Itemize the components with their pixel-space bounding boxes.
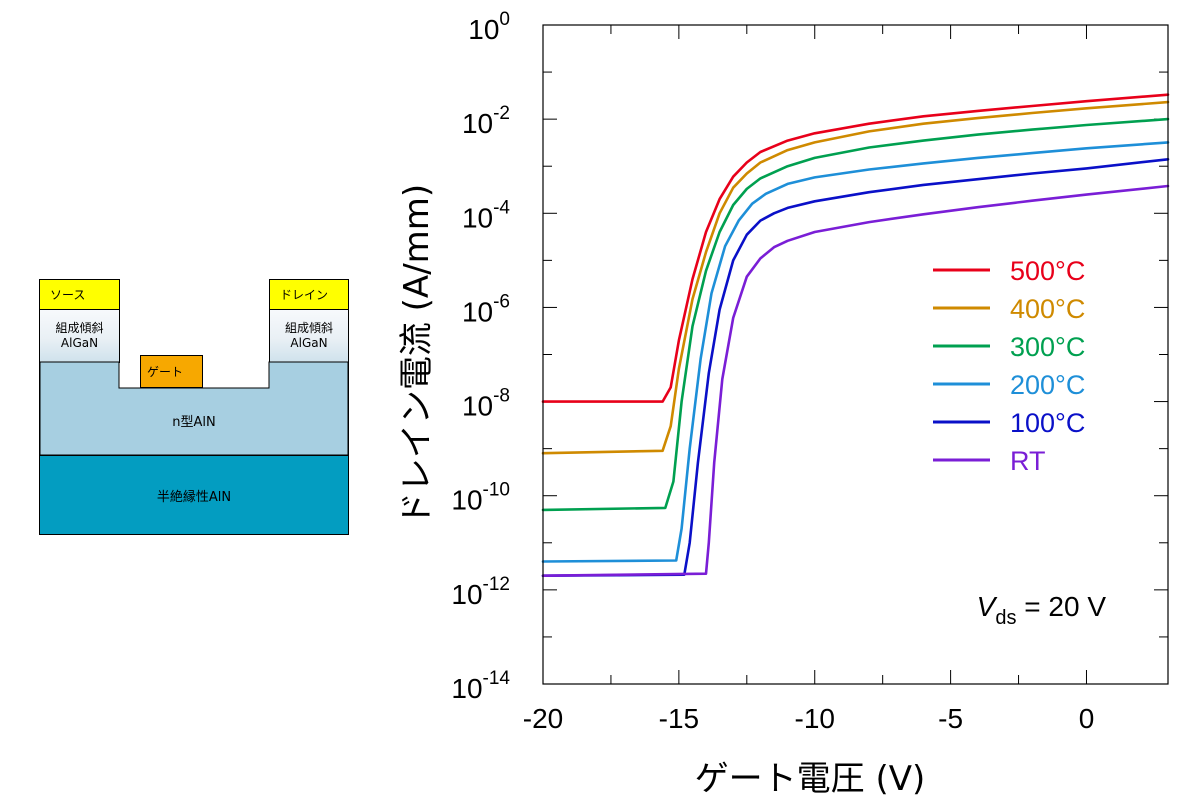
source-contact: ソース	[39, 279, 120, 310]
legend-label: 300°C	[1010, 332, 1085, 362]
drain-label: ドレイン	[280, 288, 329, 302]
y-tick-exponent: -12	[483, 574, 510, 595]
y-tick-exponent: -2	[493, 103, 510, 124]
x-tick-label: -15	[659, 703, 699, 734]
curve-RT	[541, 184, 1170, 578]
gate-label: ゲート	[147, 365, 184, 379]
y-tick-base: 10	[462, 296, 493, 327]
y-tick-base: 10	[451, 673, 482, 704]
channel-label: n型AlN	[172, 414, 216, 430]
y-tick-label: 10-12	[451, 574, 510, 610]
legend: 500°C 400°C 300°C 200°C 100°C RT	[933, 256, 1085, 476]
y-tick-base: 10	[451, 579, 482, 610]
substrate-label: 半絶縁性AlN	[156, 489, 232, 505]
x-tick-label: 0	[1079, 703, 1095, 734]
drain-graded-material: AlGaN	[290, 336, 328, 350]
legend-label: 400°C	[1010, 294, 1085, 324]
x-tick-label: -5	[938, 703, 963, 734]
vds-annotation: Vds = 20 V	[977, 591, 1107, 629]
y-tick-base: 10	[462, 108, 493, 139]
y-tick-base: 10	[462, 202, 493, 233]
channel-label-box: n型AlN	[39, 400, 349, 440]
y-tick-exponent: -10	[483, 480, 510, 501]
device-cross-section: ソース ドレイン 組成傾斜 AlGaN 組成傾斜 AlGaN n型AlN ゲート…	[0, 0, 380, 800]
vds-symbol: V	[977, 591, 998, 622]
x-tick-labels: -20 -15 -10 -5 0	[523, 703, 1095, 734]
curves	[541, 93, 1170, 578]
curve-500°C	[541, 93, 1170, 403]
vds-subscript: ds	[995, 607, 1016, 629]
gate-contact: ゲート	[140, 355, 203, 388]
curve-300°C	[541, 117, 1170, 512]
x-tick-label: -20	[523, 703, 563, 734]
legend-label: 200°C	[1010, 370, 1085, 400]
plot-frame	[542, 24, 1169, 685]
substrate-layer: 半絶縁性AlN	[39, 455, 349, 535]
legend-label: RT	[1010, 446, 1046, 476]
vds-value: = 20 V	[1016, 591, 1106, 622]
y-tick-label: 10-10	[451, 480, 510, 516]
y-tick-label: 10-2	[462, 103, 510, 139]
y-tick-label: 10-14	[451, 668, 510, 704]
y-tick-exponent: -4	[493, 197, 510, 218]
drain-graded-label: 組成傾斜	[284, 321, 333, 335]
source-graded-material: AlGaN	[60, 336, 99, 350]
y-tick-label: 10-6	[462, 291, 510, 327]
source-graded-label: 組成傾斜	[55, 321, 104, 335]
x-axis-title: ゲート電圧 (V)	[695, 759, 926, 799]
x-tick-label: -10	[795, 703, 835, 734]
y-tick-exponent: -8	[493, 386, 510, 407]
drain-graded-algan: 組成傾斜 AlGaN	[269, 309, 349, 363]
y-tick-base: 10	[468, 14, 499, 45]
source-graded-algan: 組成傾斜 AlGaN	[39, 309, 120, 363]
y-tick-base: 10	[451, 485, 482, 516]
legend-label: 100°C	[1010, 408, 1085, 438]
curve-200°C	[541, 141, 1170, 563]
y-tick-base: 10	[462, 391, 493, 422]
source-label: ソース	[50, 288, 86, 302]
curve-400°C	[541, 100, 1170, 455]
y-tick-label: 10-8	[462, 386, 510, 422]
curve-100°C	[541, 158, 1170, 578]
y-tick-exponent: -6	[493, 291, 510, 312]
y-tick-label: 100	[468, 9, 510, 45]
y-tick-exponent: -14	[483, 668, 511, 689]
y-axis-title: ドレイン電流 (A/mm)	[397, 184, 437, 526]
y-tick-label: 10-4	[462, 197, 510, 233]
legend-label: 500°C	[1010, 256, 1085, 286]
y-tick-exponent: 0	[499, 9, 510, 30]
